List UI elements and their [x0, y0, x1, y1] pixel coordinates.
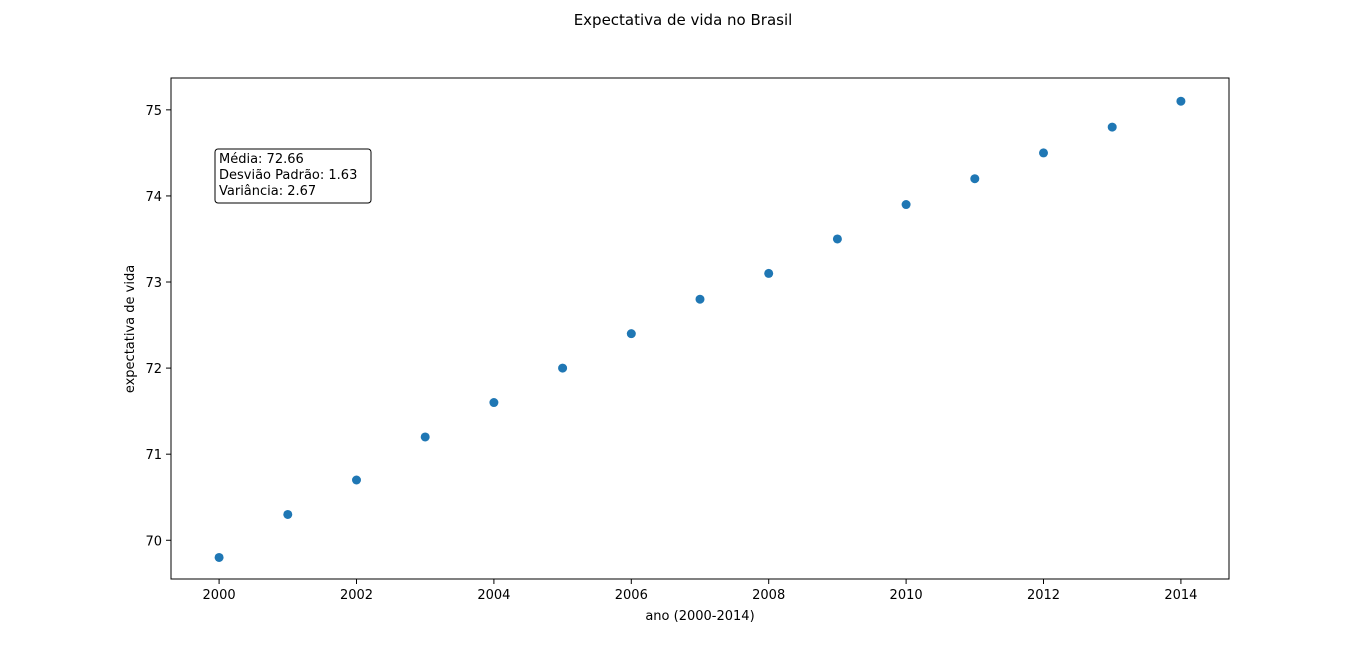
y-tick-label: 71 — [145, 448, 162, 463]
data-point — [695, 294, 705, 304]
x-tick-label: 2002 — [340, 588, 373, 603]
x-tick-label: 2014 — [1164, 588, 1197, 603]
data-point — [832, 234, 842, 244]
data-point — [1176, 96, 1186, 106]
x-tick-label: 2000 — [203, 588, 236, 603]
stats-mean: Média: 72.66 — [219, 152, 304, 167]
x-tick-label: 2012 — [1027, 588, 1060, 603]
data-point — [1039, 148, 1049, 158]
data-point — [489, 398, 499, 408]
chart-title: Expectativa de vida no Brasil — [574, 11, 793, 29]
x-axis-label: ano (2000-2014) — [645, 609, 754, 624]
x-axis: 2000 2002 2004 2006 2008 2010 2012 2014 — [203, 579, 1197, 603]
x-tick-label: 2008 — [752, 588, 785, 603]
y-axis-label: expectativa de vida — [123, 265, 138, 393]
stats-std: Desvião Padrão: 1.63 — [219, 168, 357, 183]
x-tick-label: 2006 — [615, 588, 648, 603]
stats-box-frame — [214, 148, 372, 204]
y-tick-label: 70 — [145, 534, 162, 549]
y-tick-label: 72 — [145, 362, 162, 377]
y-tick-label: 74 — [145, 190, 162, 205]
stats-variance: Variância: 2.67 — [219, 184, 316, 199]
data-point — [420, 432, 430, 442]
data-point — [214, 552, 224, 562]
scatter-series — [214, 96, 1186, 562]
stats-box: Média: 72.66 Desvião Padrão: 1.63 Variân… — [214, 148, 372, 204]
data-point — [626, 329, 636, 339]
data-point — [351, 475, 361, 485]
y-axis: 70 71 72 73 74 75 — [145, 104, 171, 549]
x-tick-label: 2004 — [477, 588, 510, 603]
data-point — [901, 200, 911, 210]
y-tick-label: 73 — [145, 276, 162, 291]
x-tick-label: 2010 — [890, 588, 923, 603]
data-point — [283, 509, 293, 519]
data-point — [970, 174, 980, 184]
y-tick-label: 75 — [145, 104, 162, 119]
data-point — [1107, 122, 1117, 132]
data-point — [764, 268, 774, 278]
data-point — [558, 363, 568, 373]
